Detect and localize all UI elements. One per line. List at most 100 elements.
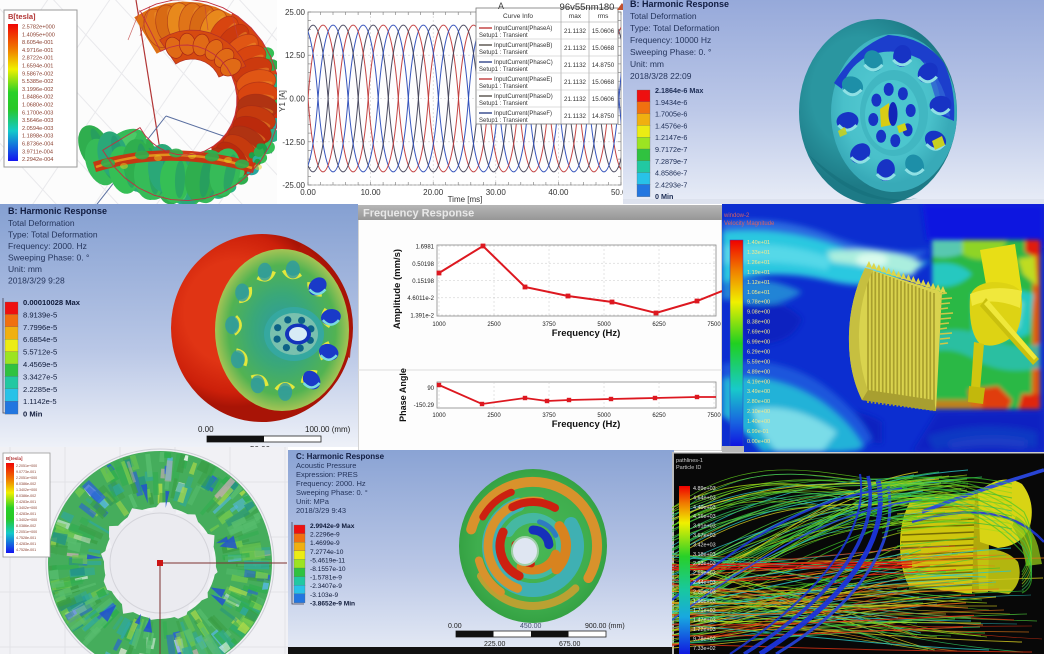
svg-text:1.3402e+000: 1.3402e+000 [16, 488, 37, 492]
svg-text:9.78e+02: 9.78e+02 [693, 636, 716, 642]
svg-text:-3.103e-9: -3.103e-9 [310, 592, 339, 599]
svg-text:1.3402e+000: 1.3402e+000 [16, 506, 37, 510]
svg-text:Frequency: 2000. Hz: Frequency: 2000. Hz [296, 479, 366, 488]
svg-text:3.42e+03: 3.42e+03 [693, 542, 716, 548]
svg-text:21.1132: 21.1132 [564, 79, 586, 86]
svg-text:2018/3/29 9:43: 2018/3/29 9:43 [296, 506, 346, 515]
svg-text:B[tesla]: B[tesla] [6, 456, 23, 461]
svg-text:7.33e+02: 7.33e+02 [693, 646, 716, 652]
svg-text:1.4576e-6: 1.4576e-6 [655, 121, 687, 130]
svg-text:6250: 6250 [652, 322, 666, 328]
svg-text:2.2942e-004: 2.2942e-004 [22, 157, 53, 163]
svg-text:7500: 7500 [707, 413, 721, 419]
svg-text:40.00: 40.00 [548, 188, 569, 197]
svg-text:max: max [569, 13, 582, 20]
svg-text:0 Min: 0 Min [655, 192, 673, 201]
svg-text:1.4699e-9: 1.4699e-9 [310, 540, 340, 547]
svg-text:4.89e+00: 4.89e+00 [747, 369, 770, 375]
svg-text:5.5385e-002: 5.5385e-002 [22, 79, 53, 85]
svg-text:2.20e+03: 2.20e+03 [693, 589, 716, 595]
svg-text:1.96e+03: 1.96e+03 [693, 599, 716, 605]
svg-text:window-2: window-2 [723, 213, 750, 219]
svg-text:4.40e+03: 4.40e+03 [693, 505, 716, 511]
svg-text:2.4283e-001: 2.4283e-001 [16, 542, 36, 546]
svg-text:25.00: 25.00 [285, 8, 306, 17]
svg-text:1.391e-2: 1.391e-2 [410, 314, 434, 320]
svg-text:Setup1 : Transient: Setup1 : Transient [479, 67, 528, 73]
svg-text:InputCurrent(PhaseB): InputCurrent(PhaseB) [494, 43, 552, 49]
svg-text:7.2774e-10: 7.2774e-10 [310, 549, 344, 556]
svg-text:8.6054e-001: 8.6054e-001 [22, 40, 53, 46]
svg-text:3.1996e-002: 3.1996e-002 [22, 87, 53, 93]
svg-text:0.00: 0.00 [198, 425, 214, 434]
svg-text:4.4569e-5: 4.4569e-5 [23, 360, 57, 369]
svg-text:1.7005e-6: 1.7005e-6 [655, 110, 687, 119]
svg-text:-8.1557e-10: -8.1557e-10 [310, 566, 346, 573]
svg-text:2.5782e+000: 2.5782e+000 [22, 25, 55, 31]
svg-text:6.99e+00: 6.99e+00 [747, 340, 770, 346]
svg-text:Setup1 : Transient: Setup1 : Transient [479, 118, 528, 124]
svg-text:A: A [498, 1, 504, 11]
svg-text:Expression: PRES: Expression: PRES [296, 470, 358, 479]
svg-text:15.0606: 15.0606 [592, 28, 615, 35]
svg-text:3.67e+03: 3.67e+03 [693, 533, 716, 539]
svg-text:0.00: 0.00 [289, 95, 305, 104]
svg-text:14.8750: 14.8750 [592, 113, 615, 120]
svg-text:2018/3/29 9:28: 2018/3/29 9:28 [8, 276, 65, 286]
svg-text:14.8750: 14.8750 [592, 62, 615, 69]
svg-text:8.0386e-002: 8.0386e-002 [16, 482, 36, 486]
svg-text:50.00: 50.00 [611, 188, 628, 197]
svg-text:4.9716e-001: 4.9716e-001 [22, 48, 53, 54]
svg-text:15.0668: 15.0668 [592, 45, 615, 52]
svg-text:96v55nm180: 96v55nm180 [560, 2, 615, 13]
svg-text:675.00: 675.00 [559, 641, 581, 648]
svg-text:1.12e+01: 1.12e+01 [747, 280, 770, 286]
svg-text:1.0680e-002: 1.0680e-002 [22, 103, 53, 109]
svg-text:4.64e+03: 4.64e+03 [693, 495, 716, 501]
svg-text:rms: rms [598, 13, 610, 20]
svg-text:Unit: mm: Unit: mm [630, 59, 664, 69]
svg-text:2.44e+03: 2.44e+03 [693, 580, 716, 586]
svg-text:900.00 (mm): 900.00 (mm) [585, 623, 625, 630]
svg-text:0.00: 0.00 [448, 623, 462, 630]
svg-text:-150.29: -150.29 [414, 403, 435, 409]
svg-text:1.40e+01: 1.40e+01 [747, 240, 770, 246]
svg-text:21.1132: 21.1132 [564, 96, 586, 103]
svg-text:B: Harmonic Response: B: Harmonic Response [630, 0, 729, 9]
svg-text:30.00: 30.00 [486, 188, 507, 197]
svg-text:0.15198: 0.15198 [412, 279, 434, 285]
svg-text:2.1864e-6 Max: 2.1864e-6 Max [655, 86, 703, 95]
svg-text:4.7528e-001: 4.7528e-001 [16, 536, 36, 540]
svg-text:1.40e+00: 1.40e+00 [747, 419, 770, 425]
svg-text:9.7172e-7: 9.7172e-7 [655, 145, 687, 154]
svg-text:Particle ID: Particle ID [676, 465, 701, 471]
svg-text:2.2051e+000: 2.2051e+000 [16, 476, 37, 480]
svg-text:pathlines-1: pathlines-1 [676, 458, 703, 464]
svg-text:9.0773e-001: 9.0773e-001 [16, 470, 36, 474]
svg-text:1.19e+01: 1.19e+01 [747, 270, 770, 276]
svg-text:Unit: MPa: Unit: MPa [296, 497, 330, 506]
svg-text:2.80e+00: 2.80e+00 [747, 399, 770, 405]
svg-text:2.93e+03: 2.93e+03 [693, 561, 716, 567]
svg-text:2.2296e-9: 2.2296e-9 [310, 532, 340, 539]
svg-text:3.9711e-004: 3.9711e-004 [22, 149, 53, 155]
svg-text:Curve Info: Curve Info [503, 13, 533, 20]
svg-text:Frequency: 10000 Hz: Frequency: 10000 Hz [630, 35, 711, 45]
svg-text:Setup1 : Transient: Setup1 : Transient [479, 101, 528, 107]
svg-text:2018/3/28 22:09: 2018/3/28 22:09 [630, 71, 692, 81]
svg-text:1.26e+01: 1.26e+01 [747, 260, 770, 266]
svg-text:-3.8652e-9 Min: -3.8652e-9 Min [310, 600, 355, 607]
svg-text:InputCurrent(PhaseD): InputCurrent(PhaseD) [494, 94, 553, 100]
svg-text:5.59e+00: 5.59e+00 [747, 359, 770, 365]
svg-text:Type: Total Deformation: Type: Total Deformation [8, 230, 98, 240]
svg-text:1.8486e-002: 1.8486e-002 [22, 95, 53, 101]
svg-text:Unit: mm: Unit: mm [8, 264, 42, 274]
svg-text:2.8722e-001: 2.8722e-001 [22, 56, 53, 62]
svg-text:6.8736e-004: 6.8736e-004 [22, 142, 53, 148]
svg-text:Type: Total Deformation: Type: Total Deformation [630, 23, 720, 33]
svg-text:7.69e+00: 7.69e+00 [747, 330, 770, 336]
svg-text:1.4095e+000: 1.4095e+000 [22, 32, 55, 38]
svg-text:9.08e+00: 9.08e+00 [747, 310, 770, 316]
svg-text:1.2147e-6: 1.2147e-6 [655, 133, 687, 142]
svg-text:2.69e+03: 2.69e+03 [693, 571, 716, 577]
